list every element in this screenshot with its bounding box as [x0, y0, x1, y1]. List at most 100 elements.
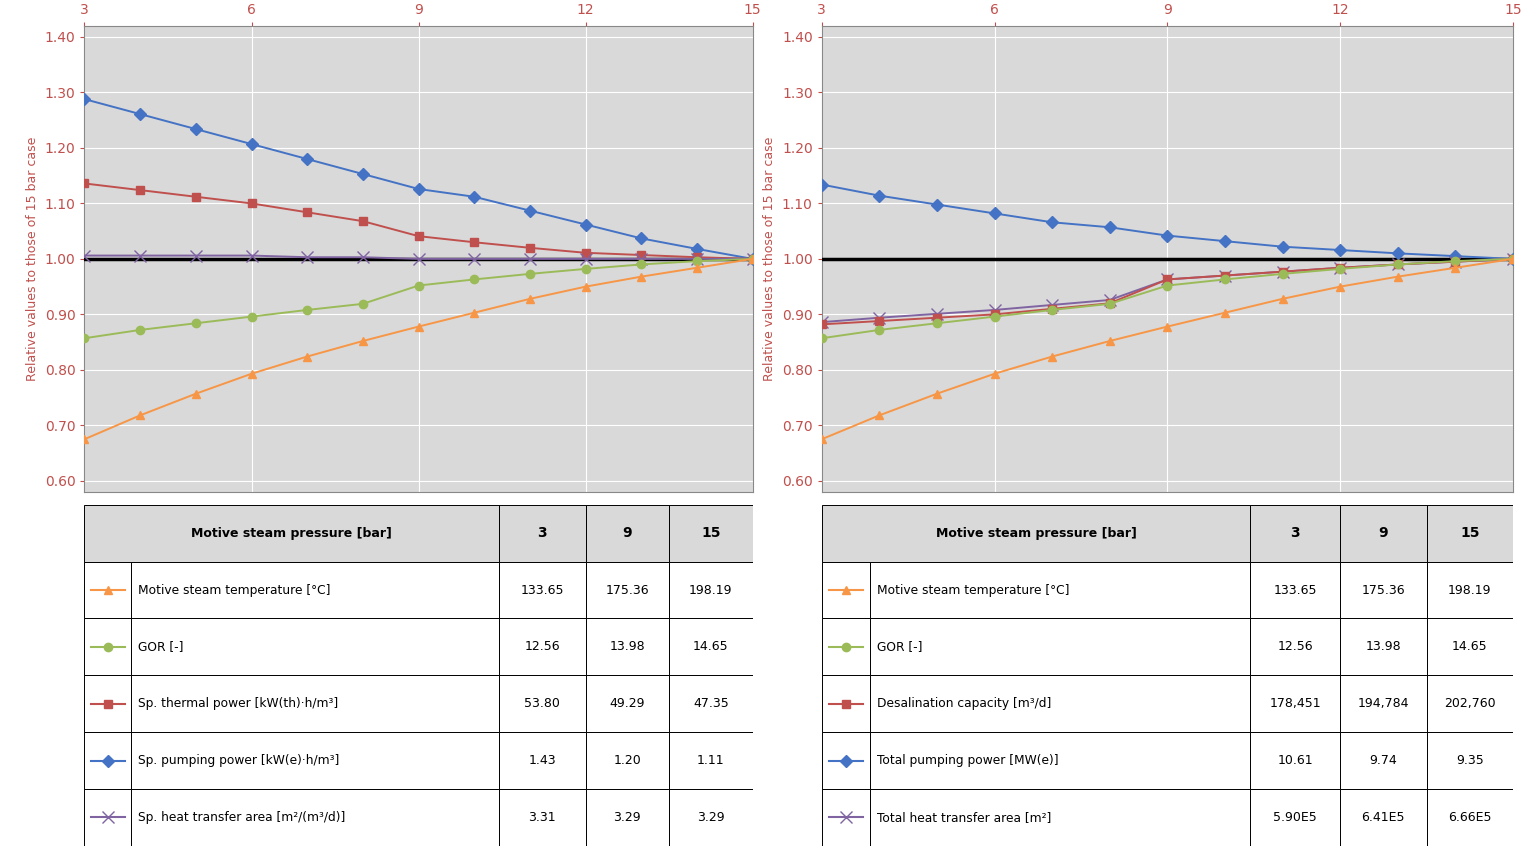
Bar — [1427, 505, 1513, 562]
Bar — [1250, 562, 1339, 619]
Bar — [1339, 619, 1427, 675]
Bar — [84, 732, 131, 789]
Bar — [869, 562, 1250, 619]
Bar — [499, 675, 585, 732]
Bar — [822, 505, 1250, 562]
Text: 198.19: 198.19 — [1448, 583, 1491, 596]
Bar — [670, 789, 753, 846]
Text: 133.65: 133.65 — [1273, 583, 1316, 596]
Bar — [131, 789, 499, 846]
Bar — [585, 505, 670, 562]
Bar — [1339, 789, 1427, 846]
Bar — [822, 789, 869, 846]
Bar — [499, 789, 585, 846]
Text: Motive steam pressure [bar]: Motive steam pressure [bar] — [935, 526, 1137, 539]
Text: 3.31: 3.31 — [528, 811, 556, 824]
Bar — [585, 732, 670, 789]
Text: 6.41E5: 6.41E5 — [1361, 811, 1405, 824]
Bar — [869, 789, 1250, 846]
Bar — [1250, 675, 1339, 732]
Text: 9.74: 9.74 — [1370, 754, 1398, 767]
Text: 53.80: 53.80 — [524, 697, 561, 710]
Text: Total heat transfer area [m²]: Total heat transfer area [m²] — [877, 811, 1052, 824]
Text: Motive steam temperature [°C]: Motive steam temperature [°C] — [138, 583, 330, 596]
Text: 9: 9 — [1378, 526, 1389, 540]
Text: 15: 15 — [1461, 526, 1479, 540]
Bar — [869, 675, 1250, 732]
Text: GOR [-]: GOR [-] — [138, 640, 183, 653]
Text: Sp. thermal power [kW(th)·h/m³]: Sp. thermal power [kW(th)·h/m³] — [138, 697, 338, 710]
Bar — [1250, 505, 1339, 562]
Text: 1.20: 1.20 — [613, 754, 641, 767]
Bar — [131, 619, 499, 675]
Text: 3: 3 — [1290, 526, 1299, 540]
Text: GOR [-]: GOR [-] — [877, 640, 923, 653]
Bar — [670, 562, 753, 619]
Text: Sp. pumping power [kW(e)·h/m³]: Sp. pumping power [kW(e)·h/m³] — [138, 754, 339, 767]
Bar — [1250, 789, 1339, 846]
Bar — [1339, 562, 1427, 619]
Bar — [869, 732, 1250, 789]
Bar — [84, 675, 131, 732]
Text: 12.56: 12.56 — [524, 640, 561, 653]
Text: 194,784: 194,784 — [1358, 697, 1409, 710]
Bar — [1427, 789, 1513, 846]
Text: 14.65: 14.65 — [693, 640, 728, 653]
Bar — [1250, 732, 1339, 789]
Bar — [131, 732, 499, 789]
Text: 3.29: 3.29 — [613, 811, 641, 824]
Text: Motive steam temperature [°C]: Motive steam temperature [°C] — [877, 583, 1069, 596]
Text: 133.65: 133.65 — [521, 583, 564, 596]
Bar — [1427, 562, 1513, 619]
Text: 202,760: 202,760 — [1444, 697, 1496, 710]
Text: 198.19: 198.19 — [690, 583, 733, 596]
Text: 9.35: 9.35 — [1456, 754, 1484, 767]
Bar — [131, 562, 499, 619]
Text: 49.29: 49.29 — [610, 697, 645, 710]
Y-axis label: Relative values to those of 15 bar case: Relative values to those of 15 bar case — [26, 136, 38, 381]
Bar — [1427, 675, 1513, 732]
Text: 1.11: 1.11 — [697, 754, 725, 767]
Text: 47.35: 47.35 — [693, 697, 728, 710]
Bar — [585, 789, 670, 846]
Text: Motive steam pressure [bar]: Motive steam pressure [bar] — [190, 526, 392, 539]
Text: 13.98: 13.98 — [1366, 640, 1401, 653]
Bar — [1427, 732, 1513, 789]
Bar — [1339, 505, 1427, 562]
Bar — [585, 675, 670, 732]
Text: 6.66E5: 6.66E5 — [1448, 811, 1491, 824]
Text: 9: 9 — [622, 526, 633, 540]
Y-axis label: Relative values to those of 15 bar case: Relative values to those of 15 bar case — [763, 136, 776, 381]
Text: 10.61: 10.61 — [1278, 754, 1313, 767]
Bar — [1339, 732, 1427, 789]
Bar — [822, 619, 869, 675]
Text: 175.36: 175.36 — [605, 583, 650, 596]
Bar — [84, 562, 131, 619]
Bar — [822, 732, 869, 789]
Bar — [499, 505, 585, 562]
Bar — [131, 675, 499, 732]
Bar — [670, 619, 753, 675]
Text: Sp. heat transfer area [m²/(m³/d)]: Sp. heat transfer area [m²/(m³/d)] — [138, 811, 346, 824]
Bar — [670, 505, 753, 562]
Text: 178,451: 178,451 — [1269, 697, 1321, 710]
Text: 1.43: 1.43 — [528, 754, 556, 767]
Bar — [869, 619, 1250, 675]
Bar — [499, 732, 585, 789]
Bar — [499, 562, 585, 619]
Bar — [84, 505, 499, 562]
Text: 12.56: 12.56 — [1278, 640, 1313, 653]
Text: 13.98: 13.98 — [610, 640, 645, 653]
Bar — [84, 789, 131, 846]
Bar — [1250, 619, 1339, 675]
Text: 175.36: 175.36 — [1361, 583, 1405, 596]
Bar — [1427, 619, 1513, 675]
Text: Total pumping power [MW(e)]: Total pumping power [MW(e)] — [877, 754, 1058, 767]
Text: 3.29: 3.29 — [697, 811, 725, 824]
Text: 3: 3 — [538, 526, 547, 540]
Bar — [585, 619, 670, 675]
Bar — [822, 562, 869, 619]
Text: 5.90E5: 5.90E5 — [1273, 811, 1316, 824]
Bar — [1339, 675, 1427, 732]
Bar — [670, 732, 753, 789]
